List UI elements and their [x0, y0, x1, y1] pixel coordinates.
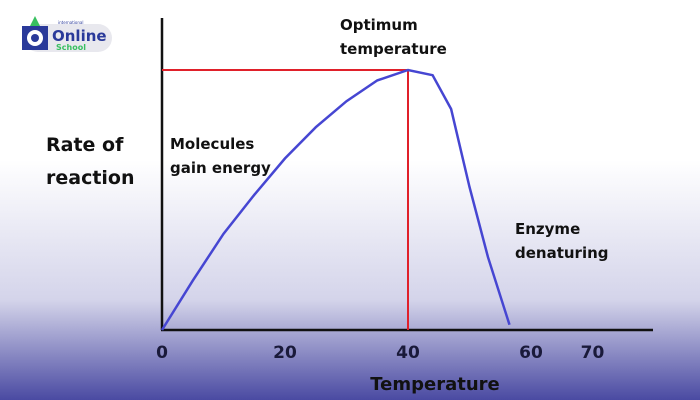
annotation-molecules-2: gain energy — [170, 159, 271, 177]
logo-small-text: international — [58, 20, 83, 25]
annotation-optimum-1: Optimum — [340, 16, 418, 34]
y-axis-label-line2: reaction — [46, 167, 135, 189]
x-axis-label: Temperature — [370, 374, 499, 395]
logo-school: School — [56, 43, 86, 52]
annotation-molecules-1: Molecules — [170, 135, 254, 153]
x-tick-label: 0 — [156, 343, 168, 363]
logo: international Online School — [22, 16, 112, 52]
annotation-enzyme-2: denaturing — [515, 244, 609, 262]
x-tick-label: 70 — [581, 343, 605, 363]
x-tick-label: 20 — [273, 343, 297, 363]
rate-curve — [160, 68, 511, 331]
annotation-optimum-2: temperature — [340, 40, 447, 58]
x-tick-label: 40 — [396, 343, 420, 363]
y-axis-label-line1: Rate of — [46, 134, 124, 156]
logo-online: Online — [52, 27, 107, 45]
annotation-enzyme-1: Enzyme — [515, 220, 580, 238]
x-tick-label: 60 — [519, 343, 543, 363]
